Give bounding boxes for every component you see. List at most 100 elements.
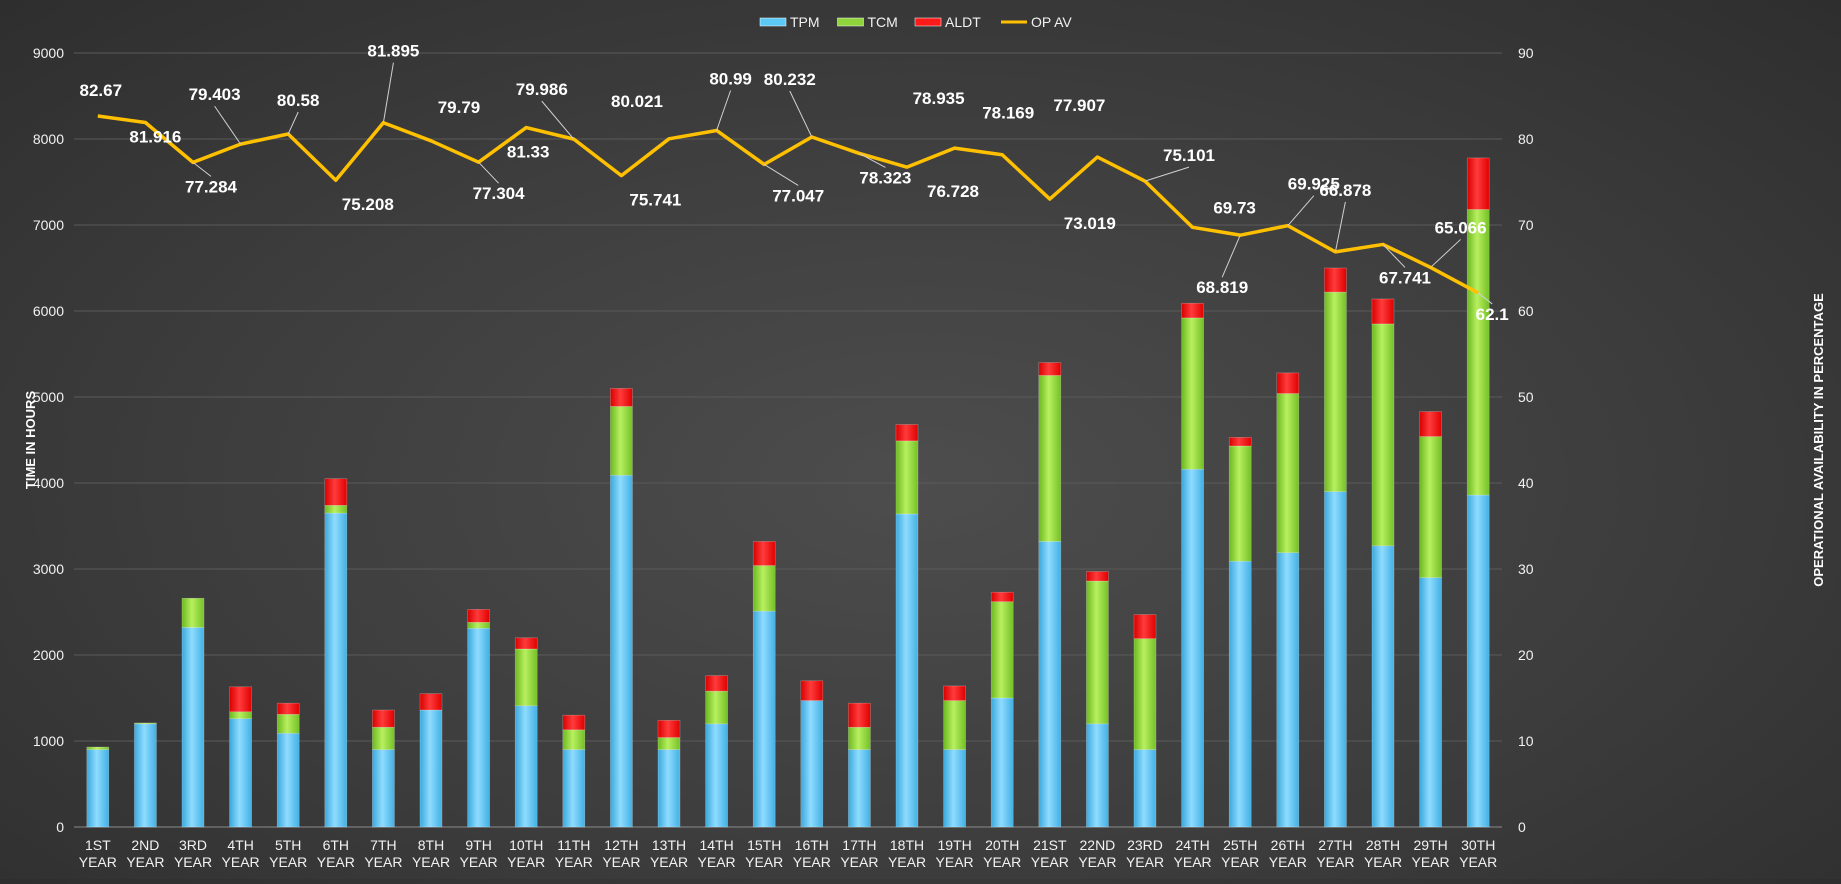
x-tick-label-line: YEAR bbox=[317, 854, 355, 870]
tpm-bar bbox=[752, 610, 776, 828]
x-tick-label: 5TH YEAR bbox=[269, 837, 307, 870]
op-av-leader-line bbox=[789, 90, 813, 138]
aldt-bar bbox=[1133, 614, 1157, 639]
x-tick-label-line: 3RD bbox=[179, 837, 207, 853]
x-tick-label: 29TH YEAR bbox=[1412, 837, 1450, 870]
x-tick-label: 11TH YEAR bbox=[555, 837, 593, 870]
x-tick-label-line: YEAR bbox=[269, 854, 307, 870]
tpm-bar bbox=[848, 749, 871, 828]
tpm-bar bbox=[514, 705, 538, 828]
tpm-bar bbox=[1276, 552, 1300, 828]
op-av-data-label: 76.728 bbox=[927, 182, 979, 201]
x-tick-label-line: YEAR bbox=[1174, 854, 1212, 870]
aldt-bar bbox=[229, 686, 252, 713]
x-tick-label-line: YEAR bbox=[698, 854, 736, 870]
op-av-data-label: 81.33 bbox=[507, 143, 550, 162]
x-tick-label-line: YEAR bbox=[126, 854, 164, 870]
y-tick-label: 6000 bbox=[33, 303, 64, 319]
tpm-bar bbox=[1324, 491, 1347, 828]
op-av-data-label: 80.58 bbox=[277, 91, 320, 110]
x-tick-label: 22ND YEAR bbox=[1078, 837, 1116, 870]
tcm-bar bbox=[752, 565, 776, 612]
aldt-bar bbox=[514, 637, 538, 650]
x-tick-label: 30TH YEAR bbox=[1459, 837, 1497, 870]
y2-tick-label: 0 bbox=[1518, 819, 1526, 835]
tcm-bar bbox=[229, 711, 252, 719]
x-tick-label-line: 15TH bbox=[747, 837, 781, 853]
x-tick-label-line: 9TH bbox=[465, 837, 491, 853]
tpm-bar bbox=[467, 628, 490, 828]
x-tick-label-line: YEAR bbox=[1221, 854, 1259, 870]
tpm-bar bbox=[181, 627, 205, 828]
tcm-bar bbox=[562, 729, 586, 750]
x-tick-label-line: 16TH bbox=[795, 837, 829, 853]
legend: TPM TCM ALDT OP AV bbox=[759, 14, 1072, 30]
x-tick-label: 28TH YEAR bbox=[1364, 837, 1402, 870]
op-av-data-label: 78.935 bbox=[913, 89, 965, 108]
x-tick-label-line: 28TH bbox=[1366, 837, 1400, 853]
tpm-bar bbox=[276, 732, 300, 828]
aldt-bar bbox=[990, 591, 1014, 602]
legend-label: TCM bbox=[868, 14, 898, 30]
tcm-bar bbox=[1324, 291, 1347, 492]
y-axis-title: TIME IN HOURS bbox=[23, 391, 38, 490]
x-tick-label-line: 2ND bbox=[131, 837, 159, 853]
tpm-bar bbox=[229, 718, 252, 828]
op-av-data-label: 78.169 bbox=[982, 104, 1034, 123]
x-tick-label: 17TH YEAR bbox=[840, 837, 878, 870]
y2-tick-label: 60 bbox=[1518, 303, 1534, 319]
x-tick-label-line: YEAR bbox=[222, 854, 260, 870]
bar-layer bbox=[86, 157, 1490, 828]
y-tick-label: 7000 bbox=[33, 217, 64, 233]
x-tick-label: 2ND YEAR bbox=[126, 837, 164, 870]
x-tick-label-line: 20TH bbox=[985, 837, 1019, 853]
tcm-bar bbox=[848, 726, 871, 750]
x-tick-label: 3RD YEAR bbox=[174, 837, 212, 870]
tpm-bar bbox=[1371, 545, 1395, 828]
x-tick-label-line: YEAR bbox=[888, 854, 926, 870]
tpm-bar bbox=[610, 474, 633, 828]
x-tick-label-line: 24TH bbox=[1175, 837, 1209, 853]
op-av-data-label: 81.916 bbox=[129, 128, 181, 147]
x-tick-label-line: 30TH bbox=[1461, 837, 1495, 853]
tpm-bar bbox=[1133, 749, 1157, 828]
x-tick-label-line: YEAR bbox=[460, 854, 498, 870]
op-av-leader-line bbox=[478, 161, 499, 184]
x-tick-label-line: 10TH bbox=[509, 837, 543, 853]
op-av-data-label: 79.403 bbox=[189, 85, 241, 104]
tpm-bar bbox=[419, 709, 443, 828]
x-tick-label: 20TH YEAR bbox=[983, 837, 1021, 870]
op-av-leader-line bbox=[1287, 195, 1315, 226]
op-av-data-label: 75.741 bbox=[629, 191, 681, 210]
aldt-bar bbox=[467, 609, 490, 623]
tpm-bar bbox=[86, 749, 110, 828]
op-av-data-label: 79.986 bbox=[516, 80, 568, 99]
x-tick-label: 6TH YEAR bbox=[317, 837, 355, 870]
aldt-bar bbox=[705, 675, 728, 692]
op-av-leader-line bbox=[1144, 166, 1190, 182]
tpm-bar bbox=[562, 749, 586, 828]
tcm-bar bbox=[181, 597, 205, 628]
tcm-bar bbox=[1419, 436, 1442, 578]
x-tick-label-line: 13TH bbox=[652, 837, 686, 853]
y2-tick-label: 70 bbox=[1518, 217, 1534, 233]
tpm-bar bbox=[895, 513, 919, 828]
aldt-bar bbox=[752, 541, 776, 566]
x-tick-label-line: YEAR bbox=[1412, 854, 1450, 870]
y2-axis-title: OPERATIONAL AVAILABILITY IN PERCENTAGE bbox=[1811, 293, 1826, 587]
op-av-leader-line bbox=[541, 100, 575, 140]
legend-swatch bbox=[837, 17, 864, 27]
op-av-data-label: 65.066 bbox=[1435, 218, 1487, 237]
x-tick-label-line: YEAR bbox=[650, 854, 688, 870]
x-tick-label-line: YEAR bbox=[793, 854, 831, 870]
x-tick-label-line: 22ND bbox=[1080, 837, 1116, 853]
op-av-data-label: 79.79 bbox=[438, 98, 481, 117]
tcm-bar bbox=[514, 648, 538, 707]
aldt-bar bbox=[1038, 362, 1062, 376]
x-tick-label-line: YEAR bbox=[412, 854, 450, 870]
x-tick-label-line: 23RD bbox=[1127, 837, 1163, 853]
x-tick-label: 18TH YEAR bbox=[888, 837, 926, 870]
x-tick-label: 13TH YEAR bbox=[650, 837, 688, 870]
x-tick-label-line: YEAR bbox=[1126, 854, 1164, 870]
x-tick-label-line: YEAR bbox=[936, 854, 974, 870]
